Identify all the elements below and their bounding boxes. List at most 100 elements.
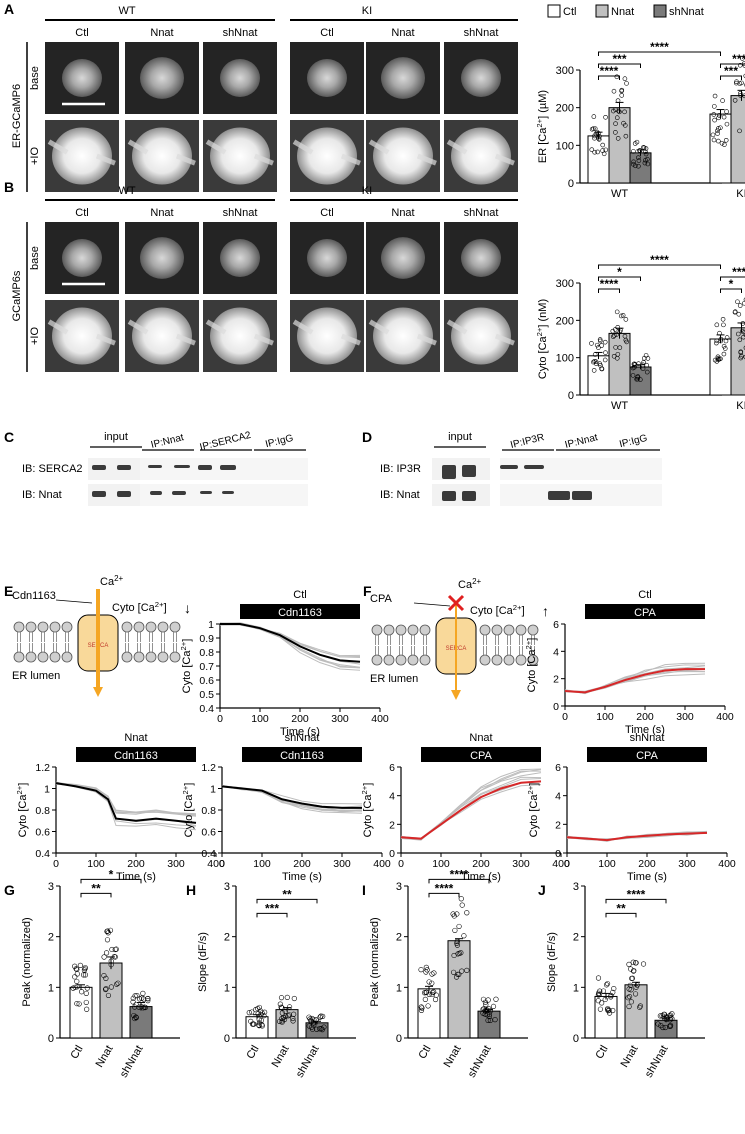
y-tick-label: 0.8 [199, 647, 214, 659]
data-point [595, 992, 601, 998]
blot-D: input IP:IP3R IP:Nnat IP:IgG IB: IP3R IB: Nna… [380, 431, 662, 506]
y-tick-label: 0.6 [199, 675, 214, 687]
lipid-head [371, 624, 383, 636]
trace-line [55, 783, 197, 817]
data-point [105, 992, 112, 999]
data-point [736, 311, 742, 317]
lipid-head [407, 624, 419, 636]
data-point [630, 959, 636, 965]
data-point [614, 74, 620, 80]
data-point [133, 1015, 139, 1021]
data-point [456, 950, 462, 956]
data-point [604, 981, 611, 987]
data-point [737, 62, 743, 68]
trace-line [55, 783, 197, 816]
micrograph [290, 300, 364, 372]
lipid-head [37, 651, 49, 663]
data-point [616, 108, 621, 114]
data-point [597, 988, 603, 994]
blot-band [92, 465, 106, 470]
y-tick-label: 6 [553, 619, 559, 631]
drug-bar-label: CPA [634, 607, 656, 619]
column-label: Ctl [75, 27, 88, 39]
data-point [84, 1006, 90, 1012]
data-point [737, 81, 743, 86]
data-point [256, 1022, 262, 1028]
x-axis-label: Time (s) [627, 871, 667, 883]
y-tick-label: 6 [389, 762, 395, 774]
lipid-head [371, 654, 383, 666]
bar [447, 940, 471, 1039]
data-point [145, 996, 151, 1002]
mean-trace [400, 780, 542, 840]
data-point [618, 313, 624, 319]
data-point [132, 1015, 138, 1022]
panel-letter: H [186, 882, 196, 898]
data-point [418, 1007, 425, 1013]
trace-line [400, 778, 542, 839]
data-point [600, 142, 606, 148]
lumen-label: ER lumen [370, 673, 418, 685]
neurite [205, 319, 274, 346]
lipid-head [13, 651, 25, 663]
data-point [109, 946, 115, 953]
data-point [79, 989, 85, 995]
data-point [102, 986, 109, 993]
data-point [319, 1027, 325, 1033]
blot-ip-label: IP:IgG [618, 433, 648, 451]
data-point [611, 88, 617, 94]
cell [132, 127, 192, 185]
y-tick-label: 2 [553, 674, 559, 686]
y-axis-label: Cyto [Ca2+] [360, 783, 375, 838]
sig-bracket [428, 878, 490, 884]
data-point [629, 975, 635, 982]
data-point [70, 985, 76, 991]
data-point [610, 989, 616, 995]
bar [477, 1010, 501, 1039]
data-point [317, 1026, 323, 1032]
data-point [596, 345, 601, 350]
data-point [642, 160, 648, 166]
y-tick-label: 3 [396, 881, 402, 893]
column-label: Nnat [150, 27, 173, 39]
y-tick-label: 0 [396, 1033, 402, 1045]
y-tick-label: 0 [555, 848, 561, 860]
column-label: Ctl [320, 27, 333, 39]
y-tick-label: 3 [224, 881, 230, 893]
y-tick-label: 1 [210, 784, 216, 796]
y-tick-label: 0.6 [35, 827, 50, 839]
data-point [739, 328, 745, 334]
y-tick-label: 0.4 [201, 848, 216, 860]
x-tick-label: 0 [217, 713, 223, 725]
lipid-tail [411, 635, 415, 655]
micrograph [366, 120, 440, 192]
data-point [643, 353, 649, 358]
y-axis-label: Slope (dF/s) [197, 932, 209, 992]
blot-ib-label: IB: Nnat [22, 489, 62, 501]
blot-band [117, 465, 131, 470]
lipid-head [121, 651, 133, 663]
data-point [640, 961, 647, 967]
data-point [622, 109, 627, 115]
blot-band [200, 491, 212, 494]
micrograph [45, 120, 119, 192]
data-point [258, 1017, 264, 1023]
chart-E-Ctl: Ctl Cdn1163 0.4 0.5 0.6 0.7 0.8 0.9 1 0 100 200 300 4… [179, 589, 389, 738]
data-point [715, 131, 720, 136]
lipid-head [527, 654, 539, 666]
column-label: Nnat [391, 27, 414, 39]
y-tick-label: 0.6 [201, 827, 216, 839]
y-axis-label: Cyto [Ca2+] [179, 639, 194, 694]
bar [730, 327, 745, 396]
data-point [82, 972, 89, 978]
y-tick-label: 4 [553, 646, 559, 658]
data-point [74, 966, 80, 973]
sig-label: **** [627, 887, 646, 901]
data-point [738, 93, 743, 98]
cell [132, 307, 192, 365]
y-axis-label: Cyto [Ca2+] (nM) [535, 299, 550, 379]
sig-label: ** [616, 901, 626, 915]
data-point [611, 985, 617, 992]
data-point [74, 978, 80, 985]
